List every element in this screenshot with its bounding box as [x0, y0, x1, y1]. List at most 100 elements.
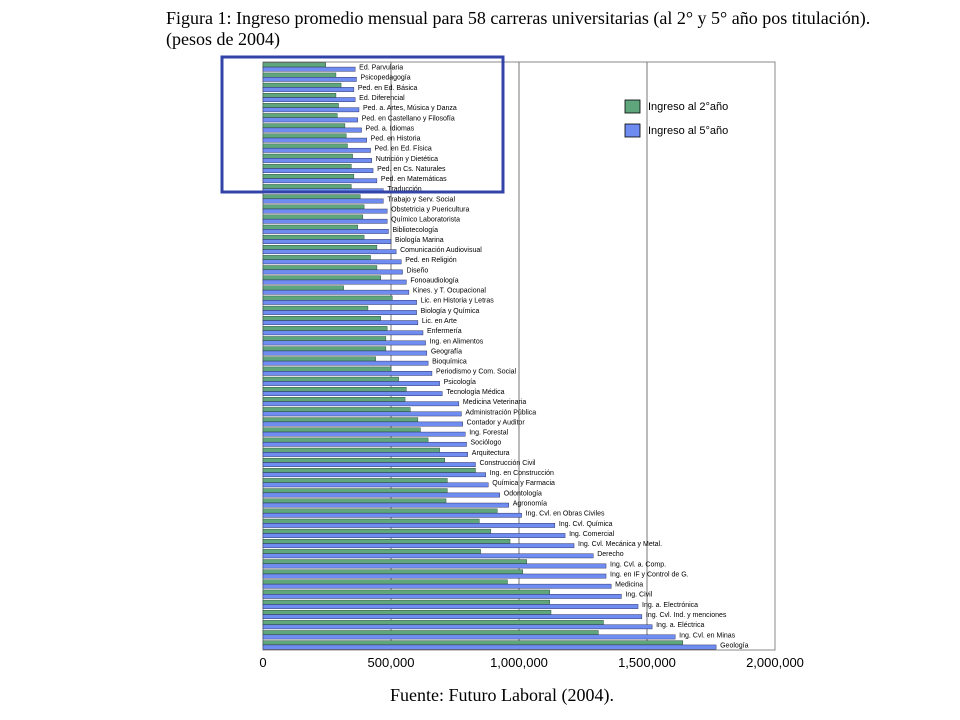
legend-swatch-2nd-year — [624, 99, 641, 114]
category-label: Geología — [720, 642, 749, 649]
bar-2nd-year — [262, 457, 445, 463]
category-label: Ing. Civil — [625, 592, 652, 599]
category-label: Ped. en Ed. Básica — [358, 85, 418, 92]
bar-2nd-year — [262, 336, 387, 341]
category-label: Ped. en Castellano y Filosofía — [362, 115, 455, 122]
bar-2nd-year — [262, 316, 381, 321]
bar-2nd-year — [262, 62, 326, 68]
category-label: Psicopedagogía — [360, 75, 410, 82]
bar-5th-year — [262, 218, 388, 224]
bar-2nd-year — [262, 610, 552, 615]
category-label: Química y Farmacia — [492, 480, 555, 487]
category-label: Comunicación Audiovisual — [400, 247, 482, 254]
bar-5th-year — [262, 340, 426, 346]
category-label: Ing. Forestal — [469, 430, 508, 437]
bar-2nd-year — [262, 549, 481, 554]
bar-5th-year — [262, 502, 509, 508]
category-label: Ing. Cvl. en Obras Civiles — [526, 511, 605, 518]
bar-5th-year — [262, 543, 575, 549]
category-label: Derecho — [597, 551, 624, 558]
bar-5th-year — [262, 381, 440, 386]
category-label: Ing. en Construcción — [490, 470, 554, 477]
bar-2nd-year — [262, 224, 358, 230]
category-label: Medicina Veterinaria — [463, 399, 527, 406]
bar-5th-year — [262, 553, 594, 559]
category-label: Ped. a. Idiomas — [366, 125, 415, 132]
bar-5th-year — [262, 472, 486, 478]
bar-5th-year — [262, 117, 358, 123]
bar-2nd-year — [262, 488, 448, 494]
bar-5th-year — [262, 573, 607, 579]
category-label: Bibliotecología — [392, 227, 438, 234]
bar-2nd-year — [262, 174, 355, 179]
bar-5th-year — [262, 614, 643, 620]
bar-2nd-year — [262, 214, 364, 220]
category-label: Ing. Comercial — [569, 531, 615, 538]
bar-2nd-year — [262, 234, 365, 240]
category-label: Traducción — [387, 186, 421, 193]
bar-5th-year — [262, 178, 378, 184]
category-label: Ped. en Matemáticas — [381, 176, 447, 183]
category-label: Ing. Cvl. a. Comp. — [610, 561, 666, 568]
category-label: Sociólogo — [471, 440, 502, 447]
category-label: Ed. Parvularia — [359, 65, 403, 72]
bar-5th-year — [262, 198, 384, 204]
bar-5th-year — [262, 208, 388, 214]
bar-5th-year — [262, 533, 566, 538]
bar-2nd-year — [262, 620, 604, 625]
bar-2nd-year — [262, 103, 339, 108]
category-label: Químico Laboratorista — [391, 217, 460, 224]
legend-swatch-5th-year — [624, 123, 641, 138]
source-note: Fuente: Futuro Laboral (2004). — [390, 685, 614, 705]
bar-2nd-year — [262, 113, 338, 118]
bar-5th-year — [262, 462, 476, 467]
bar-5th-year — [262, 360, 429, 366]
bar-2nd-year — [262, 437, 429, 443]
bar-5th-year — [262, 107, 360, 113]
bar-5th-year — [262, 512, 522, 518]
legend-label-2nd-year: Ingreso al 2°año — [648, 101, 728, 113]
bar-5th-year — [262, 137, 367, 143]
bar-5th-year — [262, 269, 403, 275]
bar-2nd-year — [262, 630, 599, 635]
x-axis-ticks: 0 500,000 1,000,000 1,500,000 2,000,000 — [259, 655, 804, 670]
bars-group — [262, 62, 717, 650]
bar-5th-year — [262, 259, 402, 265]
category-label: Tecnología Médica — [446, 389, 504, 396]
x-tick-label: 1,000,000 — [490, 655, 548, 670]
x-tick-label: 500,000 — [368, 655, 415, 670]
category-labels: Ed. Parvularia Psicopedagogía Ped. en Ed. … — [358, 65, 749, 650]
category-label: Periodismo y Com. Social — [436, 369, 517, 376]
bar-2nd-year — [262, 82, 342, 88]
category-label: Nutrición y Dietética — [376, 156, 438, 163]
category-label: Kines. y T. Ocupacional — [413, 288, 486, 295]
bar-5th-year — [262, 229, 389, 234]
bar-5th-year — [262, 523, 556, 528]
bar-5th-year — [262, 127, 362, 133]
bar-5th-year — [262, 401, 460, 407]
bar-2nd-year — [262, 123, 346, 129]
bar-2nd-year — [262, 326, 388, 331]
bar-5th-year — [262, 320, 419, 326]
category-label: Ed. Diferencial — [359, 95, 405, 102]
category-label: Lic. en Historia y Letras — [421, 298, 495, 305]
bar-2nd-year — [262, 245, 378, 250]
bar-2nd-year — [262, 498, 447, 504]
bar-2nd-year — [262, 92, 337, 98]
bar-2nd-year — [262, 640, 684, 646]
bar-2nd-year — [262, 346, 387, 352]
bar-2nd-year — [262, 508, 498, 514]
category-label: Arquitectura — [472, 450, 510, 457]
category-label: Trabajo y Serv. Social — [387, 196, 455, 203]
category-label: Ing. Cvl. Química — [559, 521, 613, 528]
bar-2nd-year — [262, 528, 492, 534]
bar-2nd-year — [262, 376, 399, 382]
bar-2nd-year — [262, 478, 448, 483]
bar-5th-year — [262, 168, 374, 173]
highlight-box — [220, 55, 505, 194]
bar-5th-year — [262, 563, 607, 569]
bar-2nd-year — [262, 255, 371, 260]
bar-2nd-year — [262, 275, 381, 281]
x-tick-label: 2,000,000 — [746, 655, 804, 670]
bar-5th-year — [262, 289, 410, 295]
